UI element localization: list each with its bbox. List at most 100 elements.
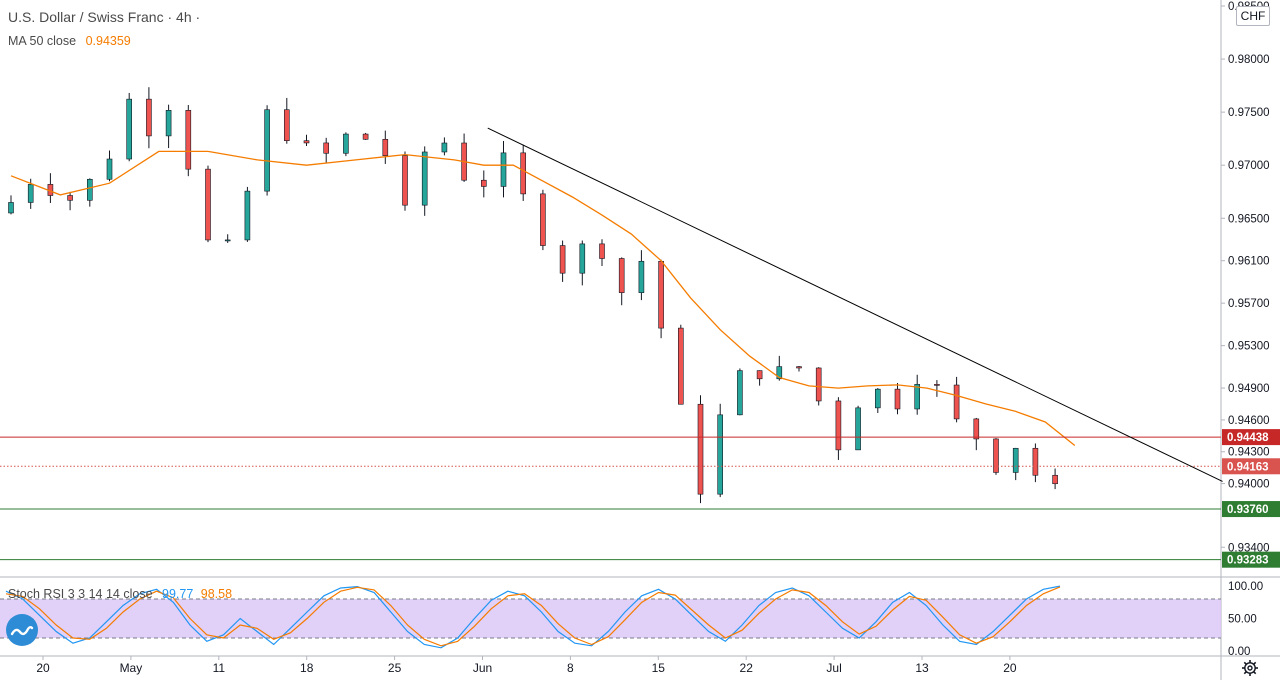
candle-up xyxy=(106,158,113,180)
candle-down xyxy=(973,418,980,440)
interval-label[interactable]: 4h xyxy=(176,9,192,25)
candle-up xyxy=(244,190,251,241)
candle-up xyxy=(638,260,645,293)
level-tag-text: 0.93760 xyxy=(1227,504,1269,516)
candle-up xyxy=(126,98,132,160)
ma-legend[interactable]: MA 50 close 0.94359 xyxy=(8,34,131,48)
candle-down xyxy=(815,367,822,402)
candle-up xyxy=(737,370,743,416)
price-tick-label: 0.93400 xyxy=(1228,542,1270,554)
candle-up xyxy=(8,202,14,214)
candle-up xyxy=(87,178,93,201)
candle-down xyxy=(382,138,389,156)
stoch-band xyxy=(0,599,1221,638)
candle-down xyxy=(934,384,940,386)
candle-up xyxy=(165,110,172,137)
chart-title: U.S. Dollar / Swiss Franc · 4h · xyxy=(8,9,200,25)
time-tick-label: Jun xyxy=(473,661,492,675)
ma-50-line xyxy=(10,150,1076,447)
price-tick-label: 0.95700 xyxy=(1228,298,1270,310)
candle-down xyxy=(658,260,664,329)
candle-up xyxy=(1012,447,1019,473)
price-tick-label: 0.97000 xyxy=(1228,160,1270,172)
price-tick-label: 0.94000 xyxy=(1228,479,1270,491)
stoch-legend[interactable]: Stoch RSI 3 3 14 14 close 99.77 98.58 xyxy=(8,587,232,601)
price-tick-label: 0.96500 xyxy=(1228,213,1270,225)
time-tick-label: 20 xyxy=(1003,661,1017,675)
candle-down xyxy=(185,110,192,170)
level-tag-text: 0.94163 xyxy=(1227,461,1269,473)
candle-down xyxy=(756,370,763,380)
candle-up xyxy=(500,152,507,187)
time-tick-label: 22 xyxy=(740,661,754,675)
time-tick-label: 13 xyxy=(915,661,929,675)
candle-down xyxy=(618,258,625,293)
candle-down xyxy=(993,438,999,473)
candle-down xyxy=(1052,474,1058,485)
time-tick-label: 8 xyxy=(567,661,574,675)
stoch-tick-label: 0.00 xyxy=(1228,646,1250,658)
candle-up xyxy=(717,414,724,495)
time-tick-label: 18 xyxy=(300,661,314,675)
candle-down xyxy=(146,98,152,137)
stoch-d-line xyxy=(5,586,1061,647)
tradingview-logo-icon[interactable] xyxy=(6,614,38,646)
level-tag-0.94438 xyxy=(1222,429,1280,446)
downtrend-line xyxy=(487,127,1223,482)
stoch-k-line xyxy=(5,585,1061,649)
time-tick-label: 20 xyxy=(36,661,50,675)
candles-group xyxy=(8,87,1058,504)
level-tag-0.93283 xyxy=(1222,551,1280,568)
level-tag-text: 0.93283 xyxy=(1227,555,1269,567)
candle-down xyxy=(67,195,73,201)
candle-up xyxy=(264,109,270,192)
candle-up xyxy=(579,243,586,274)
time-tick-label: Jul xyxy=(826,661,841,675)
price-tick-label: 0.97500 xyxy=(1228,107,1270,119)
candle-up xyxy=(27,184,34,203)
gear-icon[interactable] xyxy=(1241,659,1259,677)
candle-down xyxy=(953,384,960,420)
title-separator: · xyxy=(167,9,173,25)
candle-down xyxy=(520,152,527,195)
stoch-k-value: 99.77 xyxy=(162,587,194,601)
tradingview-logo-shape xyxy=(10,626,34,636)
gear-shape xyxy=(1242,660,1258,676)
candle-down xyxy=(835,400,842,451)
candle-up xyxy=(224,239,231,242)
candle-up xyxy=(441,142,448,153)
candle-down xyxy=(796,366,802,369)
time-tick-label: 11 xyxy=(213,661,226,675)
candle-down xyxy=(205,168,211,241)
stoch-d-value: 98.58 xyxy=(200,587,233,601)
price-tick-label: 0.94300 xyxy=(1228,447,1270,459)
level-tag-0.93760 xyxy=(1222,501,1280,518)
stoch-tick-label: 50.00 xyxy=(1228,614,1257,626)
candle-down xyxy=(697,403,704,495)
time-tick-label: 15 xyxy=(652,661,666,675)
time-tick-label: May xyxy=(120,661,143,675)
price-tick-label: 0.95300 xyxy=(1228,341,1270,353)
candle-up xyxy=(914,384,921,410)
price-tick-label: 0.94600 xyxy=(1228,415,1270,427)
candle-up xyxy=(421,151,428,206)
price-tick-label: 0.98000 xyxy=(1228,54,1270,66)
price-tick-label: 0.94900 xyxy=(1228,383,1270,395)
candle-down xyxy=(323,142,330,154)
currency-badge[interactable]: CHF xyxy=(1236,6,1270,26)
candle-up xyxy=(874,388,881,409)
candle-down xyxy=(283,109,290,141)
stoch-tick-label: 100.00 xyxy=(1228,581,1263,593)
candle-down xyxy=(303,140,310,144)
symbol-label: U.S. Dollar / Swiss Franc xyxy=(8,9,164,25)
candle-down xyxy=(402,155,408,206)
title-tail: · xyxy=(195,9,201,25)
level-tag-text: 0.94438 xyxy=(1227,432,1269,444)
price-tick-label: 0.96100 xyxy=(1228,256,1270,268)
ma-label: MA 50 close xyxy=(8,34,77,48)
candle-down xyxy=(894,388,901,410)
candle-down xyxy=(599,243,605,259)
candle-up xyxy=(855,407,861,451)
